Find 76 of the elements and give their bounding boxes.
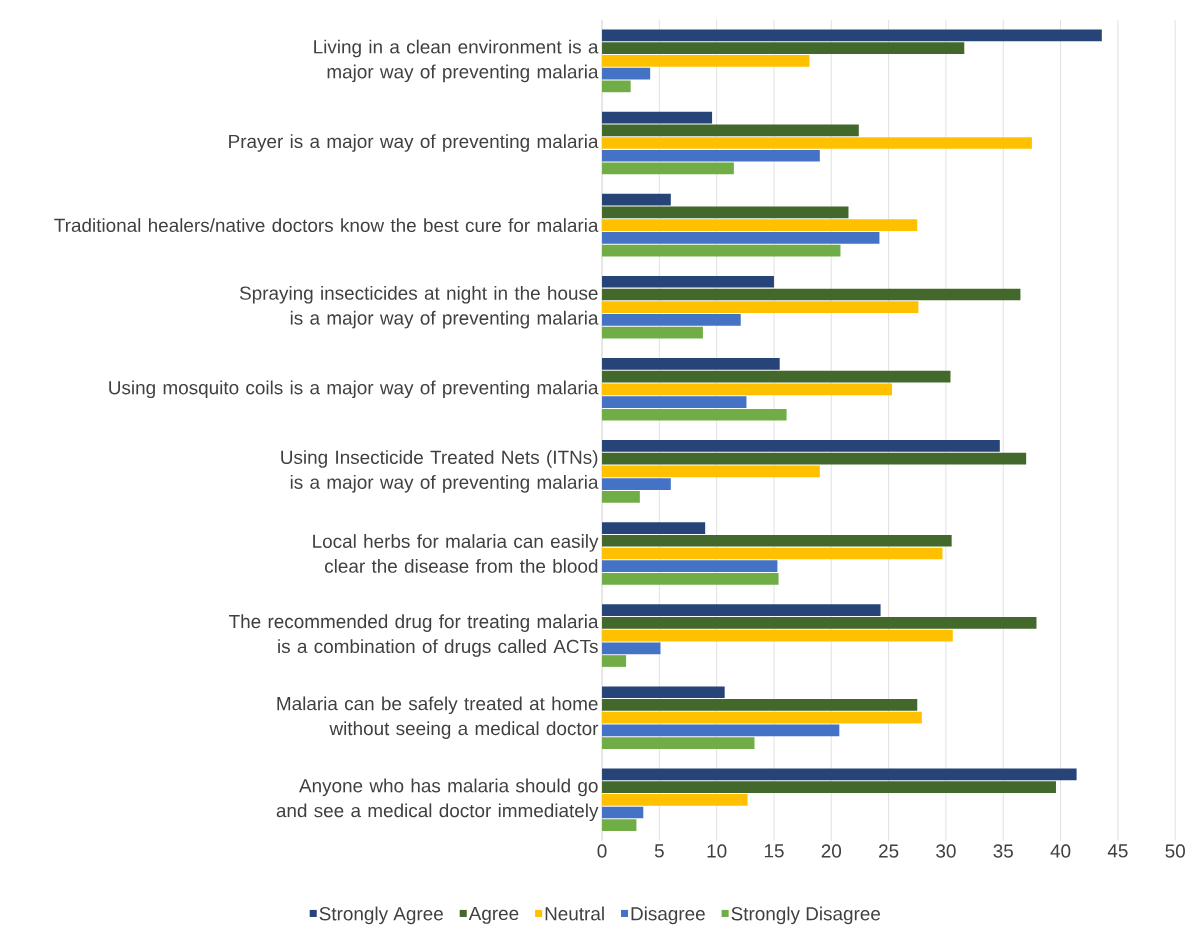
- bar: [602, 301, 919, 314]
- bar: [602, 232, 880, 244]
- bar: [602, 819, 637, 832]
- bar: [602, 547, 943, 560]
- bar: [602, 629, 953, 642]
- bar: [602, 55, 810, 67]
- bar: [602, 699, 918, 711]
- bar: [602, 781, 1056, 794]
- y-tick-label: Using mosquito coils is a major way of preventing malaria: [109, 380, 599, 399]
- bar: [602, 370, 951, 383]
- bar: [602, 560, 778, 573]
- x-tick-label: 45: [1107, 844, 1128, 858]
- bar: [602, 522, 706, 535]
- x-tick-label: 15: [764, 844, 784, 858]
- legend-label: Disagree: [631, 906, 705, 925]
- x-tick-label: 5: [654, 844, 664, 858]
- bar: [602, 244, 841, 257]
- bar: [602, 465, 820, 478]
- bar: [602, 806, 644, 819]
- bar: [602, 724, 840, 737]
- bar: [602, 358, 780, 370]
- bar: [602, 440, 1000, 452]
- bar: [602, 288, 1021, 301]
- bar: [602, 642, 661, 655]
- x-tick-label: 40: [1050, 844, 1071, 858]
- bar: [602, 67, 651, 80]
- legend-label: Neutral: [545, 906, 604, 921]
- bar: [602, 80, 631, 93]
- x-tick-label: 35: [993, 844, 1013, 858]
- bar: [602, 478, 671, 491]
- y-tick-label: Malaria can be safely treated at home without seeing a medical doctor: [277, 696, 599, 740]
- bar: [602, 711, 922, 724]
- y-tick-label: The recommended drug for treating malaria is a combination of drugs called ACTs: [229, 614, 599, 657]
- bar: [602, 150, 820, 162]
- y-tick-label: Traditional healers/native doctors know the best cure for malaria: [54, 218, 599, 233]
- x-tick-label: 0: [597, 844, 607, 858]
- bar: [602, 219, 918, 232]
- bar: [602, 655, 627, 668]
- y-tick-label: Using Insecticide Treated Nets (ITNs) is a major way of preventing malaria: [281, 450, 599, 493]
- bar: [602, 206, 849, 219]
- bar: [602, 573, 779, 585]
- x-tick-label: 30: [936, 844, 956, 858]
- bar: [602, 604, 881, 617]
- bar: [602, 396, 747, 409]
- bar: [602, 124, 859, 137]
- bar: [602, 491, 640, 503]
- bar: [602, 193, 671, 206]
- legend-label: Agree: [468, 907, 519, 924]
- y-tick-label: Local herbs for malaria can easily clear the disease from the blood: [313, 534, 599, 574]
- bar: [602, 383, 893, 396]
- bar: [602, 137, 1032, 150]
- bar: [602, 617, 1037, 629]
- bar: [602, 535, 952, 547]
- bar: [602, 42, 965, 55]
- bar: [602, 452, 1027, 465]
- bar: [602, 276, 774, 288]
- bar: [602, 409, 787, 421]
- bar: [602, 794, 748, 806]
- bar: [602, 686, 725, 699]
- x-tick-label: 50: [1165, 844, 1185, 858]
- bar: [602, 314, 741, 326]
- y-tick-label: Living in a clean environment is a major way of preventing malaria: [314, 39, 599, 83]
- bar: [602, 326, 703, 339]
- x-tick-label: 20: [821, 844, 842, 858]
- bar: [602, 768, 1077, 781]
- bar: [602, 737, 755, 750]
- y-tick-label: Anyone who has malaria should go and see a medical doctor immediately: [276, 778, 599, 822]
- bar: [602, 162, 734, 175]
- bar: [602, 111, 713, 124]
- y-tick-label: Spraying insecticides at night in the house is a major way of preventing malaria: [239, 286, 599, 329]
- legend-label: Strongly Agree: [319, 906, 443, 925]
- x-tick-label: 10: [707, 844, 727, 858]
- y-tick-label: Prayer is a major way of preventing malaria: [229, 134, 599, 152]
- x-tick-label: 25: [879, 844, 899, 858]
- bar: [602, 29, 1102, 42]
- legend-label: Strongly Disagree: [731, 906, 881, 925]
